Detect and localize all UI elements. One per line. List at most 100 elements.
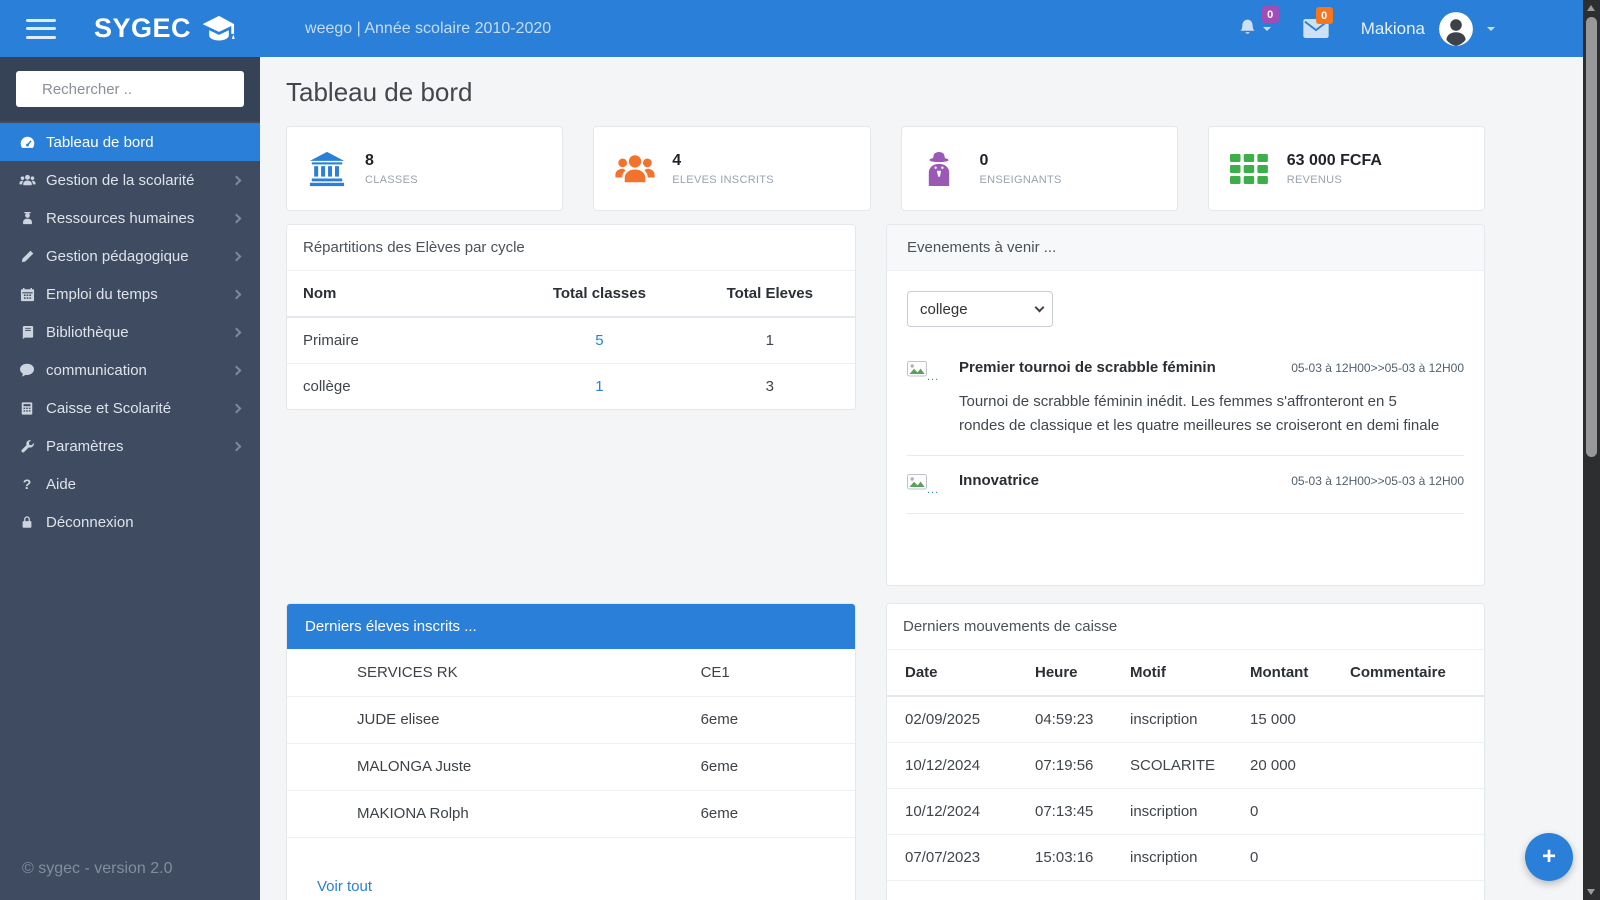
col-header-total-eleves: Total Eleves [685,271,855,317]
scroll-down-arrow-icon[interactable] [1587,889,1595,895]
add-button[interactable]: + [1525,833,1573,881]
col-header-commentaire: Commentaire [1332,650,1484,696]
cycle-name: Primaire [287,317,514,364]
mvt-montant: 20 000 [1232,743,1332,789]
mvt-commentaire [1332,789,1484,835]
search-box[interactable] [16,71,244,107]
chevron-right-icon [232,441,242,451]
table-row: JUDE elisee 6eme [287,696,855,743]
mvt-montant: 0 [1232,789,1332,835]
table-row: 10/12/2024 07:19:56 SCOLARITE 20 000 [887,743,1484,789]
sidebar-item-tableau-de-bord[interactable]: Tableau de bord [0,123,260,161]
stat-card-revenus: 63 000 FCFA REVENUS [1208,126,1485,211]
graduation-cap-icon [201,14,237,44]
calculator-icon [18,401,36,416]
student-class: CE1 [685,649,855,696]
table-row: 07/07/2023 15:03:16 inscription 0 [887,835,1484,881]
calendar-icon [18,287,36,302]
sidebar-item-ressources-humaines[interactable]: Ressources humaines [0,199,260,237]
chevron-right-icon [232,251,242,261]
scroll-up-arrow-icon[interactable] [1587,5,1595,11]
sidebar-menu: Tableau de bord Gestion de la scolarité … [0,123,260,541]
repartition-table: Nom Total classes Total Eleves Primaire … [287,271,855,409]
sidebar-item-emploi-du-temps[interactable]: Emploi du temps [0,275,260,313]
student-class: 6eme [685,696,855,743]
user-secret-icon [922,150,966,188]
sidebar-item-parametres[interactable]: Paramètres [0,427,260,465]
users-icon [614,150,658,188]
events-title: Evenements à venir ... [887,225,1484,271]
hamburger-menu-icon[interactable] [26,19,56,39]
sidebar-item-caisse-scolarite[interactable]: Caisse et Scolarité [0,389,260,427]
avatar[interactable] [1439,12,1473,46]
events-filter-select[interactable]: college [907,291,1053,327]
sidebar-item-deconnexion[interactable]: Déconnexion [0,503,260,541]
sidebar-item-communication[interactable]: communication [0,351,260,389]
grid-icon [1229,152,1273,186]
school-year-subtitle: weego | Année scolaire 2010-2020 [305,20,551,38]
user-menu-caret-icon[interactable] [1487,27,1495,31]
event-date: 05-03 à 12H00>>05-03 à 12H00 [1291,361,1464,375]
sidebar-item-aide[interactable]: ? Aide [0,465,260,503]
stat-label: ENSEIGNANTS [980,174,1062,186]
users-icon [18,172,36,189]
mvt-heure: 04:59:23 [1017,696,1112,743]
col-header-heure: Heure [1017,650,1112,696]
mvt-motif: SCOLARITE [1112,743,1232,789]
events-list: ... Premier tournoi de scrabble féminin … [907,359,1464,514]
stat-label: CLASSES [365,174,418,186]
brand-name: SYGEC [94,13,191,44]
messages-dropdown[interactable]: 0 [1303,19,1329,38]
classes-count-link[interactable]: 1 [595,378,603,395]
eleves-count: 3 [685,364,855,410]
sidebar-item-gestion-scolarite[interactable]: Gestion de la scolarité [0,161,260,199]
pencil-icon [18,249,36,264]
student-class: 6eme [685,790,855,837]
sidebar-item-bibliotheque[interactable]: Bibliothèque [0,313,260,351]
scrollbar-thumb[interactable] [1586,17,1597,457]
student-name: SERVICES RK [287,649,685,696]
main-content: Tableau de bord 8 CLASSES 4 ELEVES INSCR… [260,57,1583,900]
book-icon [18,325,36,340]
user-tie-icon [18,211,36,226]
sidebar-item-gestion-pedagogique[interactable]: Gestion pédagogique [0,237,260,275]
chevron-down-icon [1263,27,1271,31]
see-all-link[interactable]: Voir tout [317,878,372,895]
mvt-commentaire [1332,743,1484,789]
cycle-select[interactable]: college [907,291,1053,327]
chevron-right-icon [232,289,242,299]
events-panel: Evenements à venir ... college ... [886,224,1485,586]
table-row: 02/09/2025 04:59:23 inscription 15 000 [887,696,1484,743]
mvt-date: 02/09/2025 [887,696,1017,743]
stat-card-classes: 8 CLASSES [286,126,563,211]
recent-students-table: SERVICES RK CE1 JUDE elisee 6eme MALONGA… [287,649,855,838]
lock-icon [18,515,36,529]
notifications-dropdown[interactable]: 0 [1237,18,1271,39]
scrollbar[interactable] [1583,0,1600,900]
search-input[interactable] [42,81,241,98]
mvt-date: 07/07/2023 [887,835,1017,881]
mvt-motif: inscription [1112,696,1232,743]
messages-badge: 0 [1316,7,1333,24]
col-header-montant: Montant [1232,650,1332,696]
repartition-panel: Répartitions des Elèves par cycle Nom To… [286,224,856,410]
topbar: SYGEC weego | Année scolaire 2010-2020 0… [0,0,1583,57]
cash-movements-table: Date Heure Motif Montant Commentaire 02/… [887,650,1484,881]
brand[interactable]: SYGEC [94,13,237,44]
stat-card-enseignants: 0 ENSEIGNANTS [901,126,1178,211]
stats-row: 8 CLASSES 4 ELEVES INSCRITS 0 [286,126,1485,211]
cash-movements-panel: Derniers mouvements de caisse Date Heure… [886,603,1485,900]
student-name: JUDE elisee [287,696,685,743]
event-description: Tournoi de scrabble féminin inédit. Les … [959,390,1445,439]
mvt-montant: 15 000 [1232,696,1332,743]
wrench-icon [18,439,36,454]
divider [907,513,1464,514]
mvt-motif: inscription [1112,835,1232,881]
student-name: MALONGA Juste [287,743,685,790]
chevron-right-icon [232,327,242,337]
bank-icon [307,150,351,188]
classes-count-link[interactable]: 5 [595,332,603,349]
event-title: Premier tournoi de scrabble féminin [959,359,1216,376]
broken-image-icon: ... [907,472,959,497]
eleves-count: 1 [685,317,855,364]
